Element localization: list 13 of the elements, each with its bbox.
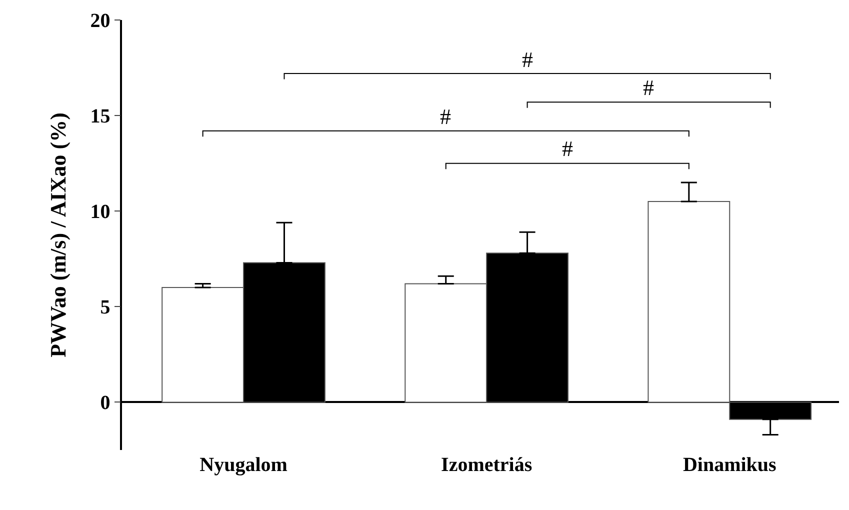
y-tick-label: 0	[100, 392, 110, 414]
x-tick-label: Dinamikus	[682, 454, 777, 476]
y-tick-label: 15	[90, 106, 110, 128]
y-tick-label: 5	[100, 296, 110, 319]
x-tick-label: Nyugalom	[200, 454, 288, 476]
y-tick-label: 20	[90, 10, 110, 32]
annotation: #	[440, 104, 451, 129]
annotation: #	[643, 75, 654, 100]
annotation: #	[522, 47, 533, 72]
y-tick-label: 10	[90, 201, 110, 224]
y-axis-title: PWVao (m/s) / AIXao (%)	[46, 112, 71, 358]
x-tick-label: Izometriás	[441, 454, 532, 476]
annotation: #	[562, 136, 573, 161]
